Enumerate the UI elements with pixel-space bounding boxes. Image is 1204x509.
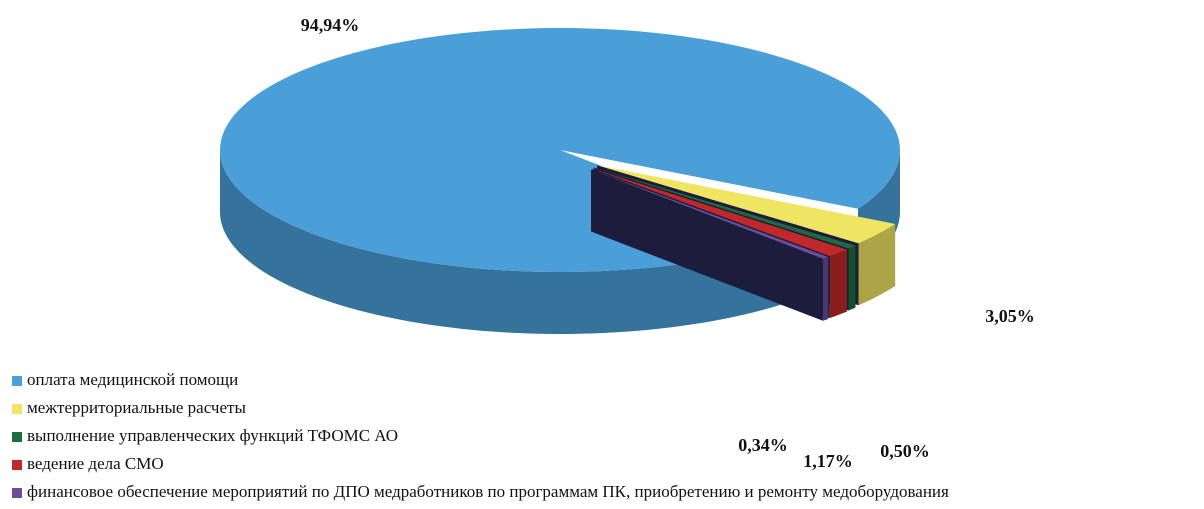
legend-label: межтерриториальные расчеты: [27, 398, 246, 417]
legend-swatch: [12, 460, 22, 470]
slice-side: [858, 223, 896, 306]
data-label: 0,50%: [880, 441, 930, 461]
legend-swatch: [12, 376, 22, 386]
slice: [597, 165, 896, 244]
legend-swatch: [12, 432, 22, 442]
data-label: 3,05%: [985, 306, 1035, 326]
legend-swatch: [12, 404, 22, 414]
legend-label: ведение дела СМО: [27, 454, 164, 473]
slice-side: [829, 249, 847, 319]
slice-side: [848, 245, 856, 311]
data-label: 0,34%: [738, 435, 788, 455]
slice-wall: [591, 169, 823, 321]
data-label: 1,17%: [803, 451, 853, 471]
slice: [594, 167, 856, 249]
slice-side: [220, 150, 792, 334]
slice-side: [822, 256, 829, 321]
legend-label: выполнение управленческих функций ТФОМС …: [27, 426, 398, 445]
slice: [591, 169, 829, 259]
data-label: 94,94%: [301, 15, 360, 35]
legend-label: финансовое обеспечение мероприятий по ДП…: [27, 482, 949, 501]
legend-label: оплата медицинской помощи: [27, 370, 238, 389]
legend-swatch: [12, 488, 22, 498]
slice: [592, 168, 847, 257]
slice: [220, 28, 900, 272]
